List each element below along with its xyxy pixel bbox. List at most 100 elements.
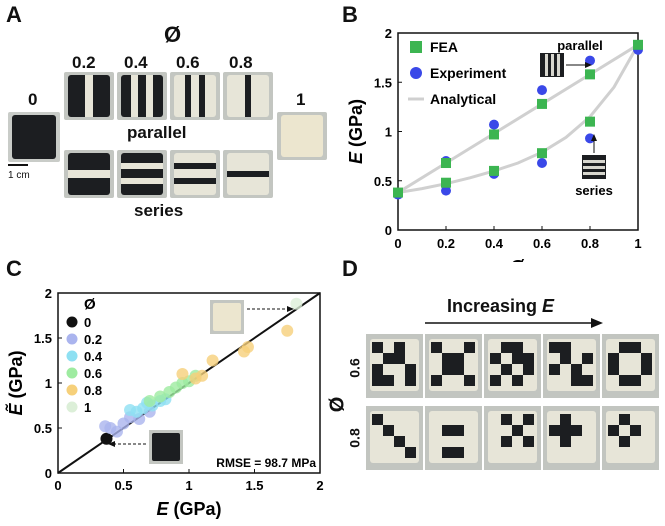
- dark-cell: [453, 353, 464, 364]
- dark-cell: [512, 353, 523, 364]
- dark-cell: [501, 436, 512, 447]
- dark-cell: [442, 364, 453, 375]
- parallel-row-label: parallel: [127, 123, 187, 142]
- inset-dark-photo: [149, 430, 183, 464]
- fea-point: [489, 129, 499, 140]
- specimen-photo-r0-c4: [602, 334, 659, 398]
- x-tick-label: 0.6: [533, 236, 551, 251]
- x-axis-label-var: E: [156, 499, 169, 519]
- dark-cell: [560, 425, 571, 436]
- dark-cell: [549, 364, 560, 375]
- dark-cell: [372, 414, 383, 425]
- fraction-label-0.2: 0.2: [72, 53, 96, 72]
- data-point-phi-0.6: [143, 395, 156, 407]
- dark-cell: [372, 364, 383, 375]
- parallel-specimen-0.8: [223, 72, 273, 120]
- fea-point: [537, 98, 547, 109]
- dark-cell: [383, 353, 394, 364]
- y-tick-label: 1.5: [34, 331, 52, 346]
- x-tick-label: 0: [54, 478, 61, 493]
- dark-cell: [442, 447, 453, 458]
- dark-cell: [619, 342, 630, 353]
- specimen-photo-r1-c0: [366, 406, 423, 470]
- panel-d-photos: [366, 334, 659, 470]
- x-tick-label: 0: [394, 236, 401, 251]
- y-tick-label: 0: [385, 223, 392, 238]
- y-tick-label: 1: [385, 125, 392, 140]
- inset-series-photo: [582, 155, 606, 179]
- parallel-specimen-0.2: [64, 72, 114, 120]
- fraction-label-0: 0: [28, 90, 38, 109]
- dark-cell: [571, 375, 582, 386]
- specimen-base: [429, 411, 478, 463]
- dark-cell: [405, 375, 416, 386]
- inset-parallel-stripe: [551, 54, 554, 76]
- rmse-annotation: RMSE = 98.7 MPa: [216, 456, 316, 470]
- dark-cell: [523, 353, 534, 364]
- panel-d-phi-label: Ø: [326, 396, 349, 413]
- data-point-phi-0.2: [110, 425, 123, 438]
- experiment-point: [537, 85, 547, 96]
- dark-cell: [383, 375, 394, 386]
- legend-label-0.6: 0.6: [84, 366, 102, 381]
- legend-label-0: 0: [84, 315, 91, 330]
- data-point-phi-0.8: [196, 369, 209, 382]
- dark-cell: [582, 353, 593, 364]
- x-tick-label: 2: [316, 478, 323, 493]
- specimen-photo-r1-c2: [484, 406, 541, 470]
- specimen-photo-r1-c1: [425, 406, 482, 470]
- specimen-photo-r1-c4: [602, 406, 659, 470]
- dark-cell: [372, 375, 383, 386]
- dark-cell: [641, 364, 652, 375]
- y-tick-label: 1: [45, 376, 52, 391]
- dark-cell: [582, 375, 593, 386]
- dark-cell: [372, 342, 383, 353]
- fea-point: [585, 116, 595, 127]
- panel-a-phi-label: Ø: [164, 22, 182, 47]
- panel-a-letter: A: [6, 2, 22, 27]
- inset-dark-sample: [152, 433, 180, 461]
- fraction-label-1: 1: [296, 90, 306, 109]
- fea-point: [585, 69, 595, 80]
- dark-cell: [464, 375, 475, 386]
- y-tick-label: 0.5: [374, 174, 392, 189]
- dark-cell: [630, 342, 641, 353]
- parallel-specimen-0.4: [117, 72, 167, 120]
- data-point-phi-0.8: [206, 354, 219, 367]
- inset-light-sample: [213, 303, 241, 331]
- panel-b-letter: B: [342, 2, 358, 27]
- panel-d-letter: D: [342, 256, 358, 281]
- legend-analytical-label: Analytical: [430, 91, 496, 107]
- legend-marker-0: [66, 316, 78, 328]
- dark-cell: [453, 364, 464, 375]
- series-specimen-0.4: [117, 150, 167, 198]
- dark-cell: [619, 436, 630, 447]
- panel-d-row-label-0.6: 0.6: [346, 358, 363, 378]
- parallel-specimen-0.6: [170, 72, 220, 120]
- dark-cell: [608, 364, 619, 375]
- legend-experiment-label: Experiment: [430, 65, 507, 81]
- series-row-label: series: [134, 201, 184, 220]
- dark-cell: [560, 436, 571, 447]
- x-tick-label: 0.5: [114, 478, 132, 493]
- dark-cell: [431, 375, 442, 386]
- dark-cell: [619, 375, 630, 386]
- fea-point: [633, 39, 643, 50]
- fea-point: [441, 158, 451, 169]
- dark-cell: [549, 425, 560, 436]
- data-point-phi-0.8: [281, 324, 294, 337]
- x-axis-label-unit: (GPa): [169, 499, 222, 519]
- legend-marker-0.8: [66, 384, 78, 396]
- data-point-phi-1: [290, 297, 303, 310]
- fraction-label-0.6: 0.6: [176, 53, 200, 72]
- dark-cell: [394, 353, 405, 364]
- inset-parallel-photo: [540, 53, 564, 77]
- dark-cell: [512, 425, 523, 436]
- panel-d-row-label-0.8: 0.8: [346, 428, 363, 448]
- dark-cell: [619, 414, 630, 425]
- legend-experiment-marker: [410, 67, 422, 79]
- dark-cell: [512, 342, 523, 353]
- dark-cell: [405, 447, 416, 458]
- fraction-label-0.4: 0.4: [124, 53, 148, 72]
- inset-series-arrowhead: [591, 134, 597, 141]
